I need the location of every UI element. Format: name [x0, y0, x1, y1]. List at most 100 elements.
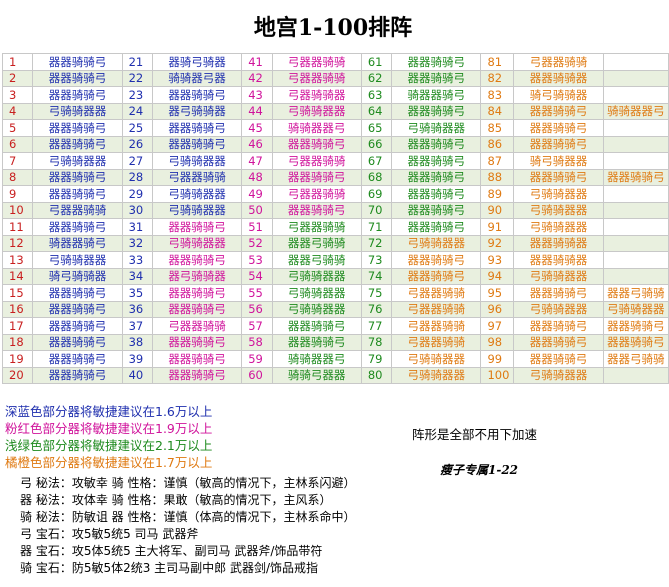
formation-cell: 器弓骑骑器 — [151, 267, 243, 285]
level-number: 65 — [360, 119, 393, 137]
table-row: 9 器器骑骑弓 29 弓骑骑器器 49 弓器器骑骑 69 器器骑骑弓 89 弓骑骑器器 — [1, 185, 669, 203]
level-number: 74 — [360, 267, 393, 285]
formation-cell: 器器骑骑弓 — [391, 185, 482, 203]
table-row: 12 骑器器骑弓 32 弓骑骑器器 52 器器弓骑骑 72 弓骑骑器器 92 器器骑骑器 — [1, 234, 669, 252]
level-number: 24 — [121, 102, 153, 120]
alt-formation-cell — [602, 201, 669, 219]
level-number: 58 — [241, 333, 273, 351]
level-number: 29 — [121, 185, 153, 203]
formation-cell: 器器骑骑弓 — [391, 267, 482, 285]
level-number: 80 — [360, 366, 393, 384]
formation-cell: 器器骑骑弓 — [391, 53, 482, 71]
formation-cell: 器器骑骑弓 — [32, 333, 123, 351]
alt-formation-cell: 弓骑骑器器 — [602, 300, 669, 318]
table-row: 7 弓骑骑器器 27 弓骑骑器器 47 弓器器骑骑 67 器器骑骑弓 87 骑弓骑器器 — [1, 152, 669, 170]
level-number: 62 — [360, 69, 393, 87]
level-number: 52 — [241, 234, 273, 252]
formation-cell: 弓骑骑器器 — [513, 366, 604, 384]
level-number: 59 — [241, 350, 273, 368]
table-row: 3 器器骑骑弓 23 器器骑骑弓 43 弓器骑骑器 63 骑器器骑弓 83 骑弓骑骑器 — [1, 86, 669, 104]
level-number: 56 — [241, 300, 273, 318]
formation-cell: 弓骑骑器器 — [151, 152, 243, 170]
formation-cell: 器器骑骑器 — [513, 251, 604, 269]
formation-cell: 弓骑骑器器 — [271, 267, 362, 285]
table-row: 2 器器骑骑弓 22 骑骑器弓器 42 弓器器骑骑 62 器器骑骑弓 82 器器骑骑器 — [1, 69, 669, 87]
level-number: 67 — [360, 152, 393, 170]
level-number: 49 — [241, 185, 273, 203]
formation-cell: 器器弓骑骑 — [271, 234, 362, 252]
formation-cell: 器器骑骑弓 — [391, 102, 482, 120]
level-number: 79 — [360, 350, 393, 368]
formation-cell: 弓器器骑骑 — [271, 185, 362, 203]
table-row: 11 器器骑骑弓 31 器器骑骑弓 51 弓器器骑骑 71 器器骑骑弓 91 弓骑骑器器 — [1, 218, 669, 236]
formation-cell: 器器骑骑弓 — [271, 201, 362, 219]
level-number: 53 — [241, 251, 273, 269]
level-number: 86 — [480, 135, 515, 153]
level-number: 34 — [121, 267, 153, 285]
formation-cell: 器器骑骑弓 — [391, 135, 482, 153]
level-number: 36 — [121, 300, 153, 318]
level-number: 54 — [241, 267, 273, 285]
formation-table: 1 器器骑骑弓 21 器骑弓骑器 41 弓器器骑骑 61 器器骑骑弓 81 弓器器骑骑 2 器器骑骑弓… — [1, 53, 669, 384]
formation-cell: 骑骑器弓器 — [151, 69, 243, 87]
formation-cell: 弓骑骑器器 — [513, 267, 604, 285]
level-number: 51 — [241, 218, 273, 236]
table-row: 16 器器骑骑弓 36 器器骑骑弓 56 弓骑骑器器 76 弓器器骑骑 96 弓骑骑器器 弓骑骑器器 — [1, 300, 669, 318]
formation-cell: 弓骑骑器器 — [32, 152, 123, 170]
level-number: 33 — [121, 251, 153, 269]
level-number: 44 — [241, 102, 273, 120]
formation-cell: 弓骑骑器器 — [391, 119, 482, 137]
table-row: 10 弓器器骑骑 30 弓骑骑器器 50 器器骑骑弓 70 器器骑骑弓 90 弓骑骑器器 — [1, 201, 669, 219]
level-number: 26 — [121, 135, 153, 153]
level-number: 90 — [480, 201, 515, 219]
level-number: 70 — [360, 201, 393, 219]
level-number: 46 — [241, 135, 273, 153]
formation-cell: 弓骑骑器器 — [32, 251, 123, 269]
formation-cell: 弓器器骑骑 — [391, 317, 482, 335]
formation-cell: 器弓骑骑器 — [151, 102, 243, 120]
formation-cell: 器器骑骑弓 — [513, 168, 604, 186]
level-number: 55 — [241, 284, 273, 302]
alt-formation-cell — [602, 366, 669, 384]
table-row: 8 器器骑骑弓 28 弓器器骑骑 48 器器骑骑弓 68 器器骑骑弓 88 器器骑骑弓 器器骑骑弓 — [1, 168, 669, 186]
formation-cell: 器器骑骑弓 — [32, 366, 123, 384]
level-number: 28 — [121, 168, 153, 186]
level-number: 7 — [1, 152, 34, 170]
level-number: 81 — [480, 53, 515, 71]
formation-cell: 器器骑骑弓 — [271, 333, 362, 351]
formation-cell: 器器骑骑弓 — [151, 350, 243, 368]
level-number: 94 — [480, 267, 515, 285]
formation-cell: 弓器器骑骑 — [271, 218, 362, 236]
level-number: 12 — [1, 234, 34, 252]
level-number: 75 — [360, 284, 393, 302]
level-number: 57 — [241, 317, 273, 335]
formation-cell: 器器骑骑弓 — [391, 218, 482, 236]
level-number: 22 — [121, 69, 153, 87]
table-row: 13 弓骑骑器器 33 器器骑骑弓 53 器器弓骑骑 73 器器骑骑弓 93 器器骑骑器 — [1, 251, 669, 269]
formation-cell: 器器骑骑弓 — [32, 135, 123, 153]
level-number: 20 — [1, 366, 34, 384]
formation-cell: 器器骑骑弓 — [151, 86, 243, 104]
formation-cell: 器器骑骑弓 — [32, 53, 123, 71]
level-number: 41 — [241, 53, 273, 71]
formation-cell: 骑器器骑弓 — [32, 234, 123, 252]
formation-cell: 弓器器骑骑 — [513, 53, 604, 71]
tip-line: 器 宝石：攻5体5统5 主大将军、副司马 武器斧/饰品带符 — [20, 544, 323, 558]
level-number: 87 — [480, 152, 515, 170]
level-number: 35 — [121, 284, 153, 302]
formation-cell: 器器骑骑弓 — [513, 350, 604, 368]
formation-cell: 骑弓骑器器 — [513, 152, 604, 170]
level-number: 92 — [480, 234, 515, 252]
level-number: 27 — [121, 152, 153, 170]
level-number: 37 — [121, 317, 153, 335]
formation-cell: 器器骑骑弓 — [32, 168, 123, 186]
level-number: 88 — [480, 168, 515, 186]
formation-cell: 器器骑骑弓 — [32, 284, 123, 302]
formation-cell: 弓器器骑骑 — [271, 152, 362, 170]
level-number: 38 — [121, 333, 153, 351]
legend-line: 橘橙色部分器将敏捷建议在1.7万以上 — [5, 455, 213, 470]
formation-cell: 弓骑骑器器 — [271, 102, 362, 120]
level-number: 31 — [121, 218, 153, 236]
formation-cell: 器器骑骑弓 — [391, 251, 482, 269]
level-number: 71 — [360, 218, 393, 236]
